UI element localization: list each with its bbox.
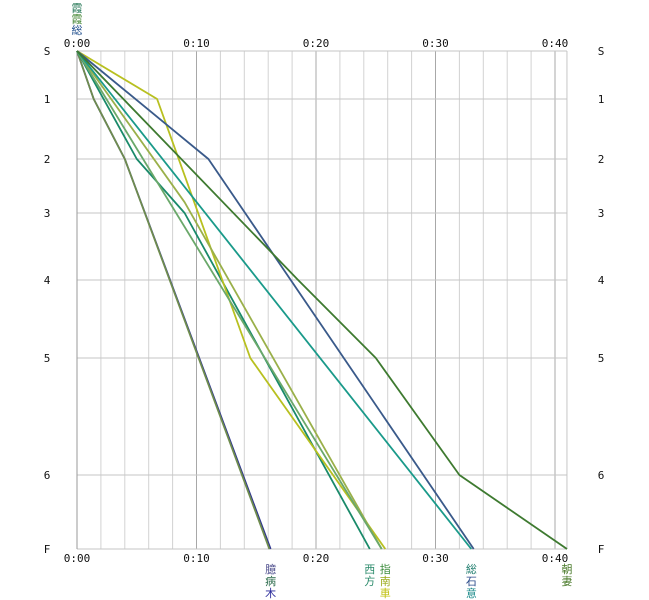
series-line [76, 50, 473, 550]
grid-lines [76, 50, 568, 550]
y-tick-label-right: 2 [598, 153, 605, 166]
x-tick-label-bottom: 0:20 [303, 552, 330, 565]
x-tick-label-bottom: 0:30 [422, 552, 449, 565]
series-line [76, 50, 387, 550]
x-tick-label-top: 0:10 [183, 37, 210, 50]
y-tick-label-right: 4 [598, 274, 605, 287]
x-tick-label-bottom: 0:40 [542, 552, 569, 565]
series-name-char: 石 [466, 575, 477, 588]
y-tick-label-left: 4 [44, 274, 51, 287]
x-tick-label-top: 0:00 [64, 37, 91, 50]
series-lines [76, 50, 568, 550]
series-name-char: 西 [364, 563, 375, 576]
y-tick-label-right: 5 [598, 352, 605, 365]
y-tick-label-left: 2 [44, 153, 51, 166]
series-name-char: 南 [380, 575, 391, 588]
series-line [76, 50, 271, 550]
y-tick-label-left: F [44, 543, 51, 556]
series-line [76, 50, 475, 550]
top-label-char: 霞 [72, 2, 83, 15]
x-tick-label-top: 0:20 [303, 37, 330, 50]
series-name-char: 病 [265, 574, 276, 588]
series-name-char: 臆 [265, 562, 276, 576]
series-name-char: 方 [364, 574, 375, 588]
y-tick-label-right: 1 [598, 93, 605, 106]
y-tick-label-left: 1 [44, 93, 51, 106]
series-line [76, 50, 383, 550]
x-tick-label-bottom: 0:00 [64, 552, 91, 565]
x-tick-label-top: 0:40 [542, 37, 569, 50]
y-tick-label-right: 6 [598, 469, 605, 482]
series-name-char: 妻 [561, 575, 572, 588]
y-tick-label-left: 3 [44, 207, 51, 220]
series-name-char: 指 [380, 562, 391, 576]
series-name-char: 総 [466, 562, 477, 576]
series-line [76, 50, 371, 550]
series-name-char: 朝 [561, 563, 572, 576]
top-label-char: 霞 [72, 13, 83, 26]
series-name-char: 木 [265, 587, 276, 600]
axis-labels: 0:00 0:00 0:10 0:10 0:20 0:20 0:30 0:30 0:40 0:40… [44, 37, 605, 565]
x-tick-label-top: 0:30 [422, 37, 449, 50]
x-tick-label-bottom: 0:10 [183, 552, 210, 565]
y-tick-label-right: 3 [598, 207, 605, 220]
series-line [76, 50, 568, 550]
series-name-char: 意 [466, 586, 477, 600]
series-name-char: 車 [380, 586, 391, 600]
y-tick-label-left: 5 [44, 352, 51, 365]
y-tick-label-right: F [598, 543, 605, 556]
y-tick-label-left: 6 [44, 469, 51, 482]
series-line [76, 50, 383, 550]
y-tick-label-right: S [598, 45, 605, 58]
y-tick-label-left: S [44, 45, 51, 58]
top-label-char: 総 [72, 23, 83, 37]
